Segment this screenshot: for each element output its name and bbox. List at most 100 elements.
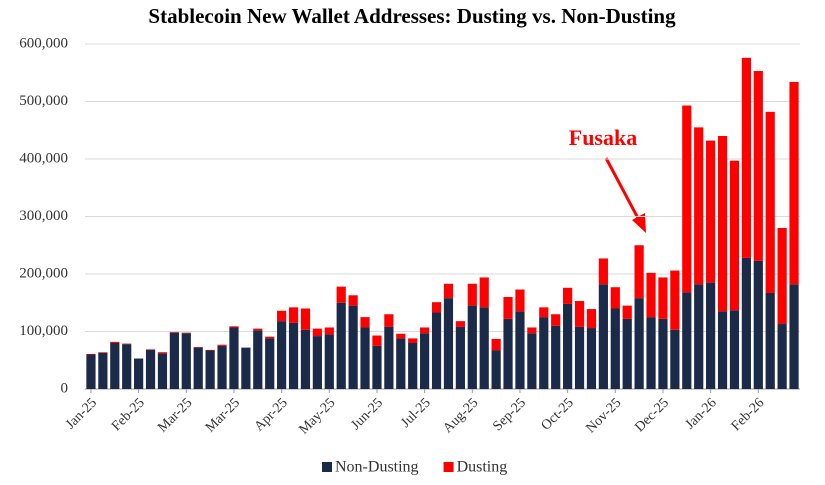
bar-segment (503, 297, 513, 319)
bar-segment (515, 289, 525, 312)
x-tick-label: Oct-25 (539, 395, 577, 433)
bar-segment (122, 343, 132, 345)
bar-segment (753, 71, 763, 261)
bar-segment (729, 310, 740, 389)
bar-segment (265, 336, 275, 339)
bar-segment (777, 228, 787, 325)
y-tick-label: 100,000 (19, 323, 68, 339)
bar-segment (408, 338, 418, 343)
bar-segment (431, 302, 442, 313)
annotation-arrow (604, 157, 642, 223)
legend-swatch (443, 462, 454, 472)
bar-segment (741, 57, 751, 258)
bar-segment (467, 305, 477, 389)
bar-segment (682, 105, 692, 293)
bar-segment (455, 326, 465, 389)
bar-segment (479, 277, 489, 308)
bar-segment (229, 326, 239, 328)
bar-segment (384, 314, 394, 327)
bar-segment (765, 292, 775, 389)
y-tick-label: 600,000 (19, 35, 68, 51)
x-tick-label: Dec-25 (632, 395, 672, 435)
x-tick-label: Jan-26 (683, 395, 720, 432)
bar-segment (265, 338, 275, 389)
bar-segment (622, 318, 632, 389)
bar-segment (753, 260, 763, 389)
bar-segment (634, 245, 644, 299)
bar-segment (324, 327, 334, 335)
bar-segment (515, 311, 525, 389)
bar-segment (217, 345, 227, 389)
bar-segment (717, 311, 728, 389)
bar-segment (527, 327, 537, 334)
bar-segment (717, 136, 728, 312)
legend-label: Non-Dusting (335, 459, 419, 476)
bar-segment (229, 327, 239, 389)
bar-segment (98, 352, 108, 353)
bar-segment (706, 282, 716, 389)
bar-segment (443, 298, 454, 389)
bar-segment (491, 350, 501, 389)
bar-segment (348, 305, 358, 389)
bar-segment (789, 284, 799, 389)
bar-segment (598, 284, 608, 389)
bar-segment (741, 257, 751, 389)
x-tick-label: Feb-25 (109, 395, 148, 434)
bar-segment (622, 305, 632, 319)
bar-segment (634, 298, 644, 389)
bar-segment (443, 283, 454, 299)
x-tick-label: May-25 (296, 395, 338, 437)
bar-segment (610, 308, 620, 389)
bar-segment (563, 287, 573, 304)
bar-segment (503, 318, 513, 389)
bar-segment (312, 328, 322, 337)
bar-segment (491, 338, 501, 351)
legend-swatch (322, 462, 332, 472)
bar-segment (86, 353, 96, 355)
bar-segment (205, 349, 215, 351)
bar-segment (181, 332, 191, 334)
y-tick-label: 200,000 (19, 265, 68, 281)
bar-segment (479, 307, 489, 389)
x-tick-label: Nov-25 (584, 395, 625, 436)
bar-segment (467, 283, 477, 306)
bar-segment (193, 347, 203, 348)
bar-segment (157, 353, 168, 389)
bar-segment (455, 321, 465, 327)
x-tick-label: Mar-25 (155, 395, 195, 435)
bar-segment (300, 329, 311, 389)
bar-segment (134, 358, 144, 389)
bar-segment (241, 347, 251, 389)
bar-segment (694, 284, 704, 389)
y-tick-label: 400,000 (19, 150, 68, 166)
x-tick-label: Jun-25 (348, 395, 386, 433)
bar-segment (789, 81, 799, 285)
y-tick-label: 500,000 (19, 93, 68, 109)
bar-segment (169, 332, 179, 389)
bar-segment (420, 333, 430, 389)
bar-segment (527, 333, 537, 389)
bar-segment (777, 324, 787, 389)
bar-segment (396, 338, 406, 389)
bar-segment (646, 317, 656, 389)
bar-segment (253, 330, 263, 389)
x-tick-label: Mar-25 (203, 395, 243, 435)
bar-segment (539, 317, 549, 389)
bar-segment (551, 314, 561, 326)
bar-segment (658, 277, 668, 319)
bar-segment (169, 332, 179, 333)
x-tick-label: Jul-25 (398, 395, 433, 430)
chart-title: Stablecoin New Wallet Addresses: Dusting… (148, 4, 676, 28)
bar-segment (110, 341, 120, 343)
bar-segment (431, 312, 442, 389)
bar-segment (372, 335, 382, 346)
bar-segment (574, 301, 585, 327)
bar-segment (360, 327, 370, 389)
bar-segment (360, 317, 370, 328)
bar-segment (729, 160, 740, 311)
bar-segment (586, 309, 597, 329)
bar-segment (670, 329, 680, 389)
bar-segment (586, 328, 597, 389)
legend-label: Dusting (457, 459, 508, 476)
